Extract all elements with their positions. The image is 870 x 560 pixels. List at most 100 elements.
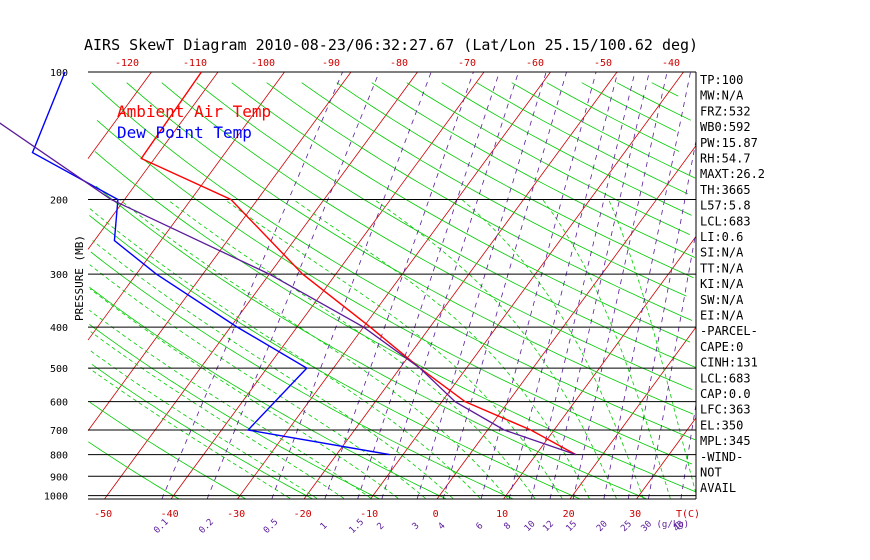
top-temp-tick-label: -40: [662, 58, 680, 69]
parcel-line: [0, 122, 577, 456]
side-panel-item: EL:350: [700, 418, 743, 432]
bottom-temp-tick-label: -20: [294, 509, 312, 520]
mixing-ratio-line: [648, 231, 697, 500]
pressure-tick-label: 500: [50, 364, 68, 375]
mixing-ratio-line: [508, 71, 619, 500]
isotherm-line: [87, 71, 285, 341]
moist-adiabat-line: [119, 199, 508, 499]
mixing-ratio-label: 6: [475, 521, 486, 532]
isotherm-line: [370, 71, 684, 500]
moist-adiabat-line: [90, 331, 345, 499]
ambient-air-temp-line: [140, 71, 577, 456]
moist-adiabat-line: [90, 350, 318, 499]
pressure-tick-label: 1000: [44, 492, 68, 503]
mixing-ratio-line: [442, 71, 567, 500]
side-panel-item: RH:54.7: [700, 152, 751, 166]
mixing-ratio-label: 0.5: [262, 517, 281, 536]
moist-adiabat-line: [88, 367, 291, 499]
mixing-ratio-line: [161, 71, 343, 500]
side-panel-item: LI:0.6: [700, 230, 743, 244]
legend-dew-point: Dew Point Temp: [117, 123, 252, 142]
dry-adiabat-line: [441, 82, 692, 216]
mixing-ratio-label: 1.5: [348, 517, 367, 536]
side-panel-item: SI:N/A: [700, 246, 744, 260]
dry-adiabat-line: [88, 441, 180, 500]
side-panel-item: MPL:345: [700, 434, 751, 448]
mixing-ratio-line: [627, 140, 697, 500]
dry-adiabat-line: [371, 82, 696, 258]
pressure-tick-label: 900: [50, 472, 68, 483]
side-panel-item: MW:N/A: [700, 89, 744, 103]
dry-adiabat-line: [196, 82, 696, 368]
dry-adiabat-line: [90, 251, 514, 500]
chart-title: AIRS SkewT Diagram 2010-08-23/06:32:27.6…: [84, 36, 698, 54]
moist-adiabat-line: [374, 199, 617, 499]
dry-adiabat-line: [94, 151, 696, 492]
dry-adiabat-line: [581, 82, 677, 132]
side-panel-item: SW:N/A: [700, 293, 744, 307]
mixing-ratio-line: [416, 71, 547, 500]
side-panel-item: AVAIL: [700, 481, 736, 495]
mixing-ratio-line: [357, 71, 500, 500]
side-panel-item: LFC:363: [700, 403, 751, 417]
moist-adiabat-line: [89, 309, 372, 499]
side-panel-item: EI:N/A: [700, 309, 744, 323]
mixing-ratio-label: 3: [411, 521, 422, 532]
pressure-tick-label: 100: [50, 68, 68, 79]
mixing-ratio-label: 0.1: [152, 517, 171, 536]
bottom-temp-tick-label: 30: [629, 509, 641, 520]
dry-adiabat-line: [336, 82, 694, 279]
mixing-ratio-label: 12: [541, 519, 556, 534]
side-panel-item: TP:100: [700, 73, 743, 87]
side-panel-item: PW:15.87: [700, 136, 758, 150]
legend: Ambient Air Temp Dew Point Temp: [117, 102, 271, 142]
dry-adiabat-line: [266, 82, 693, 321]
isotherm-line: [87, 71, 219, 250]
side-panel-item: TT:N/A: [700, 261, 744, 275]
top-temp-tick-label: -60: [526, 58, 544, 69]
isotherm-line: [87, 71, 352, 432]
top-temp-tick-label: -70: [458, 58, 476, 69]
moist-adiabat-line: [92, 240, 454, 499]
side-panel-item: CAPE:0: [700, 340, 743, 354]
bottom-temp-tick-label: 20: [563, 509, 575, 520]
isotherm-line: [436, 145, 697, 500]
mixing-ratio-line: [549, 71, 650, 500]
dry-adiabat-line: [651, 82, 679, 97]
side-panel-item: TH:3665: [700, 183, 751, 197]
mixing-ratio-label: 8: [502, 521, 513, 532]
x-axis-label: T(C): [676, 509, 700, 520]
dry-adiabat-line: [89, 401, 246, 500]
bottom-temp-tick-label: 10: [496, 509, 508, 520]
moist-adiabat-line: [608, 199, 697, 494]
mixing-ratio-label: 10: [523, 519, 538, 534]
top-temp-tick-label: -50: [594, 58, 612, 69]
moist-adiabat-line: [461, 199, 644, 499]
grid-layer: [87, 71, 697, 500]
mixing-ratio-line: [206, 71, 380, 500]
top-temp-tick-label: -90: [322, 58, 340, 69]
mixing-ratio-label: 2: [376, 521, 387, 532]
pressure-tick-label: 300: [50, 270, 68, 281]
dry-adiabat-line: [161, 82, 693, 390]
dry-adiabat-line: [616, 82, 691, 121]
mixing-ratio-label: 15: [564, 519, 579, 534]
side-panel-item: NOT: [700, 466, 722, 480]
side-panel-item: KI:N/A: [700, 277, 744, 291]
mixing-ratio-line: [271, 71, 432, 500]
side-panel-item: WB0:592: [700, 120, 751, 134]
bottom-temp-tick-label: -50: [94, 509, 112, 520]
dry-adiabat-line: [406, 82, 690, 235]
mixing-ratio-label: 25: [619, 519, 634, 534]
mixing-ratio-unit-label: (g/kg): [656, 520, 689, 530]
pressure-tick-label: 600: [50, 398, 68, 409]
dry-adiabat-line: [91, 82, 696, 441]
top-temp-tick-label: -80: [390, 58, 408, 69]
moist-adiabat-line: [542, 199, 671, 499]
dew-point-temp-line: [31, 71, 390, 456]
isotherm-line: [104, 71, 418, 500]
isotherm-line: [636, 417, 697, 500]
top-temp-tick-label: -110: [183, 58, 207, 69]
